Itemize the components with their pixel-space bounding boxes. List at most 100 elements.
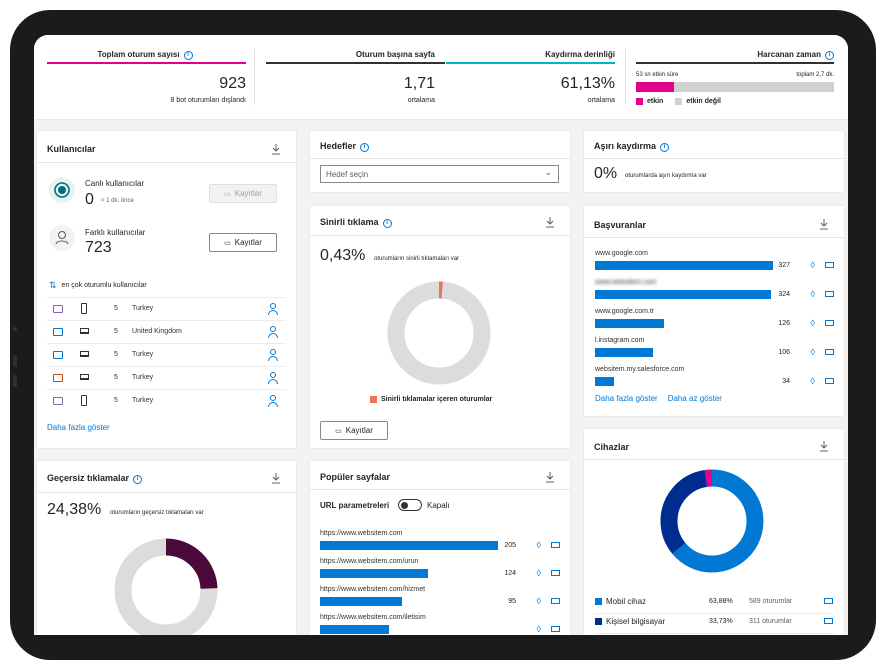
url-params-label: URL parametreleri — [320, 501, 390, 510]
recording-icon[interactable] — [825, 320, 834, 326]
kpi-title: Kaydırma derinliği — [545, 50, 615, 59]
user-row[interactable]: 5 Turkey — [47, 366, 286, 389]
user-session-count: 5 — [114, 305, 118, 312]
referrer-name[interactable]: www.google.com — [595, 250, 648, 257]
download-icon[interactable] — [818, 440, 830, 452]
distinct-users-label: Farklı kullanıcılar — [85, 228, 146, 237]
heatmap-icon[interactable]: ◊ — [810, 376, 815, 386]
download-icon[interactable] — [544, 216, 556, 228]
recording-icon[interactable] — [551, 542, 560, 548]
user-row[interactable]: 5 Turkey — [47, 343, 286, 366]
download-icon[interactable] — [544, 471, 556, 483]
live-users-value: 0 — [85, 191, 94, 208]
recording-icon[interactable] — [551, 626, 560, 632]
heatmap-icon[interactable]: ◊ — [536, 624, 541, 634]
referrers-card: Başvuranlar www.google.com 327 ◊ www.websit… — [584, 206, 844, 416]
kpi-accent — [446, 62, 615, 64]
devices-donut-chart — [660, 469, 764, 573]
card-title: Başvuranlar — [594, 220, 647, 230]
page-url[interactable]: https://www.websitem.com — [320, 530, 403, 537]
card-title: Hedefler i — [320, 141, 370, 152]
url-params-toggle[interactable] — [398, 499, 422, 511]
donut-track — [387, 281, 491, 385]
heatmap-icon[interactable]: ◊ — [810, 289, 815, 299]
user-country: Turkey — [132, 374, 154, 381]
user-icon — [49, 225, 75, 251]
info-icon[interactable]: i — [360, 143, 370, 152]
button-label: Kayıtlar — [234, 238, 262, 247]
user-session-count: 5 — [114, 397, 118, 404]
person-icon[interactable] — [268, 326, 278, 338]
heatmap-icon[interactable]: ◊ — [810, 347, 815, 357]
heatmap-icon[interactable]: ◊ — [810, 318, 815, 328]
user-row[interactable]: 5 Turkey — [47, 297, 286, 320]
distinct-recordings-button[interactable]: ▭ Kayıtlar — [209, 233, 277, 252]
button-label: Kayıtlar — [234, 189, 262, 198]
live-recordings-button[interactable]: ▭ Kayıtlar — [209, 184, 277, 203]
user-session-count: 5 — [114, 374, 118, 381]
recording-icon[interactable] — [825, 291, 834, 297]
heatmap-icon[interactable]: ◊ — [536, 568, 541, 578]
referrer-name[interactable]: l.instagram.com — [595, 337, 645, 344]
download-icon[interactable] — [270, 472, 282, 484]
kpi-title: Toplam oturum sayısı i — [47, 50, 243, 60]
heatmap-icon[interactable]: ◊ — [536, 540, 541, 550]
device-row[interactable]: Mobil cihaz 63,88% 589 oturumlar — [594, 595, 834, 614]
referrer-name[interactable]: www.google.com.tr — [595, 308, 655, 315]
page-bar — [320, 597, 403, 606]
user-session-count: 5 — [114, 328, 118, 335]
recording-icon[interactable] — [824, 598, 833, 604]
recording-icon[interactable] — [824, 618, 833, 624]
recording-icon[interactable] — [551, 570, 560, 576]
laptop-icon — [80, 374, 89, 380]
kpi-sub: 8 bot oturumları dışlandı — [170, 97, 247, 104]
referrer-name[interactable]: www.websitem.com — [595, 279, 657, 286]
show-more-users-link[interactable]: Daha fazla göster — [47, 423, 110, 432]
legend-swatch — [595, 618, 602, 625]
info-icon[interactable]: i — [133, 475, 143, 484]
person-icon[interactable] — [268, 349, 278, 361]
info-icon[interactable]: i — [825, 51, 834, 60]
user-row[interactable]: 5 United Kingdom — [47, 320, 286, 343]
user-row[interactable]: 5 Turkey — [47, 389, 286, 412]
info-icon[interactable]: i — [382, 219, 392, 228]
device-slice — [660, 469, 764, 573]
rage-value: 0,43% — [320, 247, 366, 264]
person-icon[interactable] — [268, 303, 278, 315]
page-url[interactable]: https://www.websitem.com/hizmet — [320, 586, 426, 593]
sort-icon[interactable]: ⇅ — [49, 280, 57, 290]
page-bar — [320, 569, 428, 578]
page-url[interactable]: https://www.websitem.com/urun — [320, 558, 419, 565]
goal-select[interactable]: Hedef seçin ⌄ — [320, 165, 559, 183]
page-bar — [320, 541, 498, 550]
rage-recordings-button[interactable]: ▭ Kayıtlar — [320, 421, 388, 440]
referrer-bar — [595, 319, 664, 328]
referrer-name[interactable]: websitem.my.salesforce.com — [595, 366, 685, 373]
dead-sub: oturumların geçersiz tıklamaları var — [110, 510, 204, 516]
recording-icon[interactable] — [825, 378, 834, 384]
download-icon[interactable] — [270, 143, 282, 155]
info-icon[interactable]: i — [660, 143, 670, 152]
heatmap-icon[interactable]: ◊ — [536, 596, 541, 606]
info-icon[interactable]: i — [183, 51, 193, 60]
heatmap-icon[interactable]: ◊ — [810, 260, 815, 270]
legend-label: Sinirli tıklamalar içeren oturumlar — [381, 396, 493, 403]
person-icon[interactable] — [268, 395, 278, 407]
page-count: 124 — [504, 570, 516, 577]
recording-icon[interactable] — [551, 598, 560, 604]
page-count: 95 — [508, 598, 516, 605]
kpi-sub: ortalama — [587, 97, 615, 104]
show-more-referrers-link[interactable]: Daha fazla göster — [595, 394, 658, 403]
download-icon[interactable] — [818, 218, 830, 230]
referrer-count: 324 — [778, 291, 790, 298]
device-row[interactable]: Kişisel bilgisayar 33,73% 311 oturumlar — [594, 615, 834, 634]
page-url[interactable]: https://www.websitem.com/iletisim — [320, 614, 426, 621]
user-badge-icon — [53, 305, 63, 313]
legend-inactive: etkin değil — [686, 98, 721, 105]
devices-card: Cihazlar Mobil cihaz 63,88% 589 oturumlar K… — [584, 429, 844, 635]
recording-icon[interactable] — [825, 262, 834, 268]
recording-icon[interactable] — [825, 349, 834, 355]
person-icon[interactable] — [268, 372, 278, 384]
show-less-referrers-link[interactable]: Daha az göster — [667, 394, 722, 403]
mobile-icon — [81, 303, 87, 314]
